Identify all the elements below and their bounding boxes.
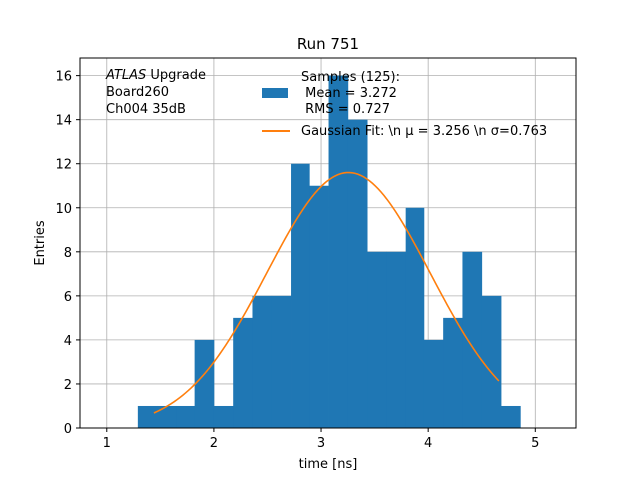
x-tick-label: 2 <box>210 436 218 451</box>
histogram-bar <box>291 163 310 428</box>
legend-histogram-swatch <box>262 88 288 98</box>
y-tick-label: 6 <box>64 290 72 305</box>
histogram-bar <box>367 251 387 428</box>
annotation-line-1: ATLAS Upgrade <box>105 68 206 83</box>
x-tick-label: 1 <box>103 436 111 451</box>
histogram-bar <box>194 339 215 428</box>
histogram-bar <box>309 185 329 428</box>
gaussian-fit-curve <box>153 171 500 414</box>
x-tick-label: 3 <box>317 436 325 451</box>
histogram-bar <box>386 251 407 428</box>
x-tick-label: 5 <box>531 436 539 451</box>
legend-histogram-line-2: Mean = 3.272 <box>301 86 397 101</box>
x-axis-ticks: 1 2 3 4 5 <box>103 428 539 451</box>
plot-frame <box>79 57 577 429</box>
annotation-line-3: Ch004 35dB <box>106 102 186 117</box>
histogram-bar <box>347 119 368 429</box>
y-tick-label: 0 <box>64 422 72 437</box>
y-axis-label: Entries <box>33 220 48 266</box>
histogram-bar <box>271 295 292 428</box>
legend-histogram-line-3: RMS = 0.727 <box>301 102 390 117</box>
y-tick-label: 10 <box>55 202 72 217</box>
run-annotation: ATLAS Upgrade Board260 Ch004 35dB <box>105 68 206 117</box>
histogram-bar <box>462 251 483 428</box>
histogram-bar <box>157 405 177 428</box>
histogram-bar <box>137 405 158 428</box>
y-tick-label: 2 <box>64 378 72 393</box>
x-tick-label: 4 <box>424 436 432 451</box>
histogram-bar <box>423 339 444 428</box>
y-axis-ticks: 0 2 4 6 8 10 12 14 16 <box>55 70 80 437</box>
histogram-bar <box>328 75 349 428</box>
histogram-bar <box>443 317 463 428</box>
legend: Samples (125): Mean = 3.272 RMS = 0.727 … <box>262 70 547 139</box>
histogram-bar <box>233 317 253 428</box>
histogram-bar <box>252 295 273 428</box>
histogram-bar <box>213 405 234 428</box>
y-tick-label: 8 <box>64 246 72 261</box>
histogram-bar <box>501 405 521 428</box>
histogram-bar <box>405 207 425 428</box>
histogram-bars <box>137 75 521 429</box>
gaussian-fit-layer <box>153 171 500 414</box>
y-tick-label: 16 <box>55 70 72 85</box>
y-tick-label: 12 <box>55 158 72 173</box>
y-tick-label: 14 <box>55 114 72 129</box>
legend-fit-label: Gaussian Fit: \n μ = 3.256 \n σ=0.763 <box>301 124 547 139</box>
chart-title: Run 751 <box>297 35 359 53</box>
histogram-bar <box>176 405 196 428</box>
legend-histogram-line-1: Samples (125): <box>301 70 400 85</box>
x-axis-label: time [ns] <box>299 457 358 472</box>
y-tick-label: 4 <box>64 334 72 349</box>
histogram-bar <box>481 295 502 428</box>
annotation-line-2: Board260 <box>106 85 169 100</box>
